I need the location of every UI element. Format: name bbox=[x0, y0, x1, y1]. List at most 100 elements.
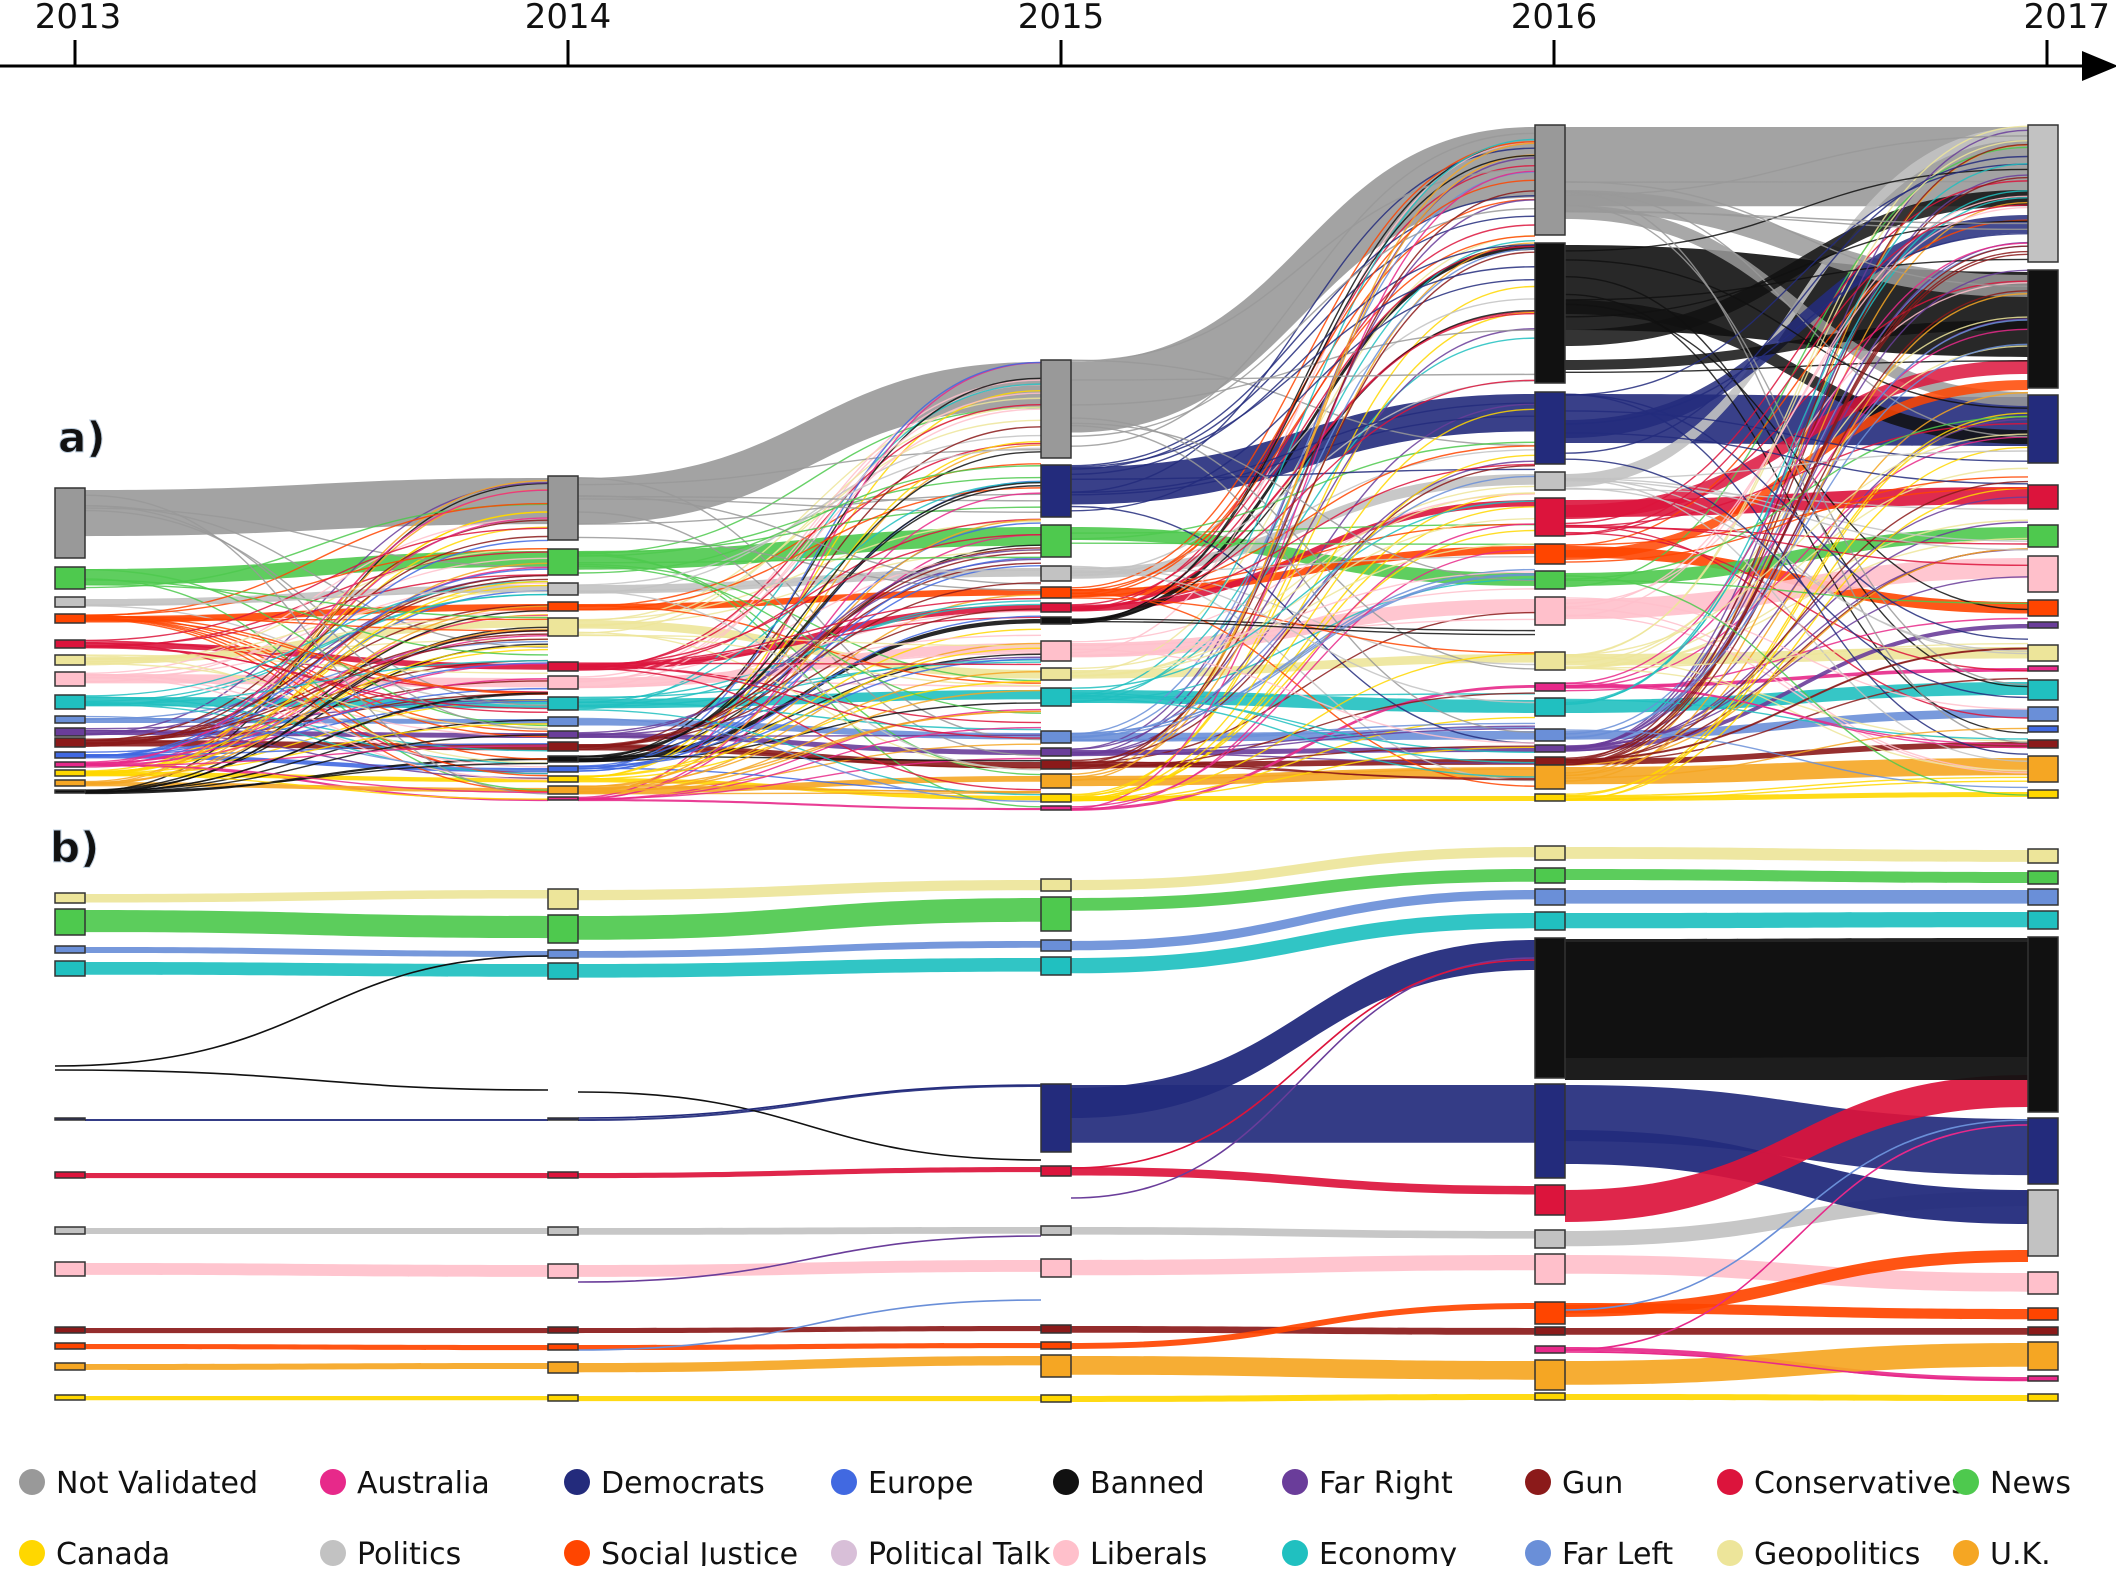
flow-line-conservatives bbox=[1564, 204, 2029, 535]
year-label-2013: 2013 bbox=[35, 0, 122, 37]
flow-line-farright bbox=[1070, 460, 1536, 756]
flow-line-liberals bbox=[1070, 618, 1536, 646]
flow-line-australia bbox=[1564, 1124, 2029, 1351]
flow-conservatives bbox=[1071, 500, 1535, 612]
flow-politics bbox=[85, 1228, 548, 1234]
flow-line-farright bbox=[1070, 728, 1536, 757]
flow-line-geopolitics bbox=[1070, 485, 1536, 670]
node-liberals-2014 bbox=[547, 1263, 579, 1279]
node-news-2016 bbox=[1534, 570, 1566, 590]
flow-line-politics bbox=[1564, 480, 2029, 551]
flow-geopolitics bbox=[578, 880, 1041, 901]
flow-line-politics bbox=[1564, 450, 2029, 480]
node-europe-2013 bbox=[54, 751, 86, 759]
legend-item-economy: Economy bbox=[1282, 1537, 1457, 1570]
node-politics-2017 bbox=[2027, 1189, 2059, 1257]
flow-uk bbox=[1565, 1343, 2028, 1385]
node-economy-2013 bbox=[54, 960, 86, 977]
node-farleft-2015 bbox=[1040, 730, 1072, 744]
panel-a-nodes bbox=[54, 124, 2059, 811]
flow-uk bbox=[1071, 1356, 1535, 1380]
node-geopolitics-2013 bbox=[54, 892, 86, 904]
flow-line-liberals bbox=[1070, 648, 1536, 744]
flow-line-politics bbox=[577, 447, 1042, 586]
flow-banned bbox=[1071, 245, 1535, 625]
node-banned-2015 bbox=[1040, 616, 1072, 625]
flow-line-farleft bbox=[577, 717, 1042, 803]
flow-line-canada bbox=[577, 628, 1042, 777]
flow-farleft bbox=[85, 947, 548, 957]
flow-line-canada bbox=[1070, 408, 1536, 800]
flow-line-canada bbox=[84, 723, 549, 776]
flow-line-democrats bbox=[1564, 458, 2029, 699]
node-gun-2015 bbox=[1040, 1324, 1072, 1334]
node-politics-2016 bbox=[1534, 1229, 1566, 1249]
node-democrats-2017 bbox=[2027, 394, 2059, 464]
flow-line-conservatives bbox=[1070, 245, 1536, 612]
flow-line-uk bbox=[1070, 154, 1536, 775]
flow-line-socialjustice bbox=[1070, 141, 1536, 589]
node-democrats-2015 bbox=[1040, 1083, 1072, 1153]
flow-line-politics bbox=[1564, 478, 2029, 655]
node-geopolitics-2016 bbox=[1534, 845, 1566, 861]
flow-socialjustice bbox=[578, 1343, 1041, 1351]
node-farleft-2017 bbox=[2027, 888, 2059, 906]
flow-democrats bbox=[1565, 1130, 2028, 1224]
flow-line-democrats bbox=[1564, 432, 2029, 485]
legend-label-conservatives: Conservatives bbox=[1754, 1466, 1967, 1501]
flow-line-canada bbox=[84, 774, 549, 800]
flow-banned bbox=[1565, 942, 2028, 1080]
flow-line-socialjustice bbox=[84, 617, 549, 777]
node-economy-2017 bbox=[2027, 679, 2059, 701]
flow-line-notvalidated bbox=[577, 448, 1042, 486]
flow-line-australia bbox=[577, 708, 1042, 801]
legend-label-politicaltalk: Political Talk bbox=[868, 1537, 1051, 1566]
flow-news bbox=[1565, 869, 2028, 884]
node-gun-2016 bbox=[1534, 1326, 1566, 1336]
node-notvalidated-2015 bbox=[1040, 359, 1072, 459]
flow-line-economy bbox=[577, 481, 1042, 704]
node-conservatives-2014 bbox=[547, 661, 579, 672]
node-democrats-2015 bbox=[1040, 464, 1072, 518]
flow-line-democrats bbox=[1070, 415, 1536, 496]
legend-item-notvalidated: Not Validated bbox=[19, 1466, 258, 1501]
node-news-2013 bbox=[54, 566, 86, 590]
node-socialjustice-2016 bbox=[1534, 543, 1566, 565]
flow-line-notvalidated bbox=[1070, 424, 1536, 733]
node-democrats-2016 bbox=[1534, 391, 1566, 465]
flow-democrats bbox=[1071, 394, 1535, 505]
flow-line-canada bbox=[1070, 492, 1536, 801]
flow-geopolitics bbox=[85, 890, 548, 903]
flow-line-liberals bbox=[84, 676, 549, 781]
flow-uk bbox=[1565, 758, 2028, 785]
flow-line-farleft bbox=[1564, 343, 2029, 739]
node-geopolitics-2017 bbox=[2027, 848, 2059, 864]
flow-line-gun bbox=[84, 693, 549, 745]
flow-line-farright bbox=[1070, 957, 1536, 1199]
flow-line-conservatives bbox=[577, 404, 1042, 670]
flow-line-democrats bbox=[1070, 195, 1536, 467]
flow-line-farleft bbox=[1070, 568, 1536, 735]
legend-item-socialjustice: Social Justice bbox=[564, 1537, 798, 1570]
node-europe-2017 bbox=[2027, 725, 2059, 733]
node-liberals-2017 bbox=[2027, 555, 2059, 593]
flow-line-democrats bbox=[1564, 393, 2029, 755]
node-socialjustice-2013 bbox=[54, 613, 86, 624]
node-australia-2015 bbox=[1040, 805, 1072, 811]
flow-economy bbox=[85, 962, 548, 977]
legend-label-canada: Canada bbox=[56, 1537, 170, 1566]
flow-banned bbox=[1565, 320, 2028, 370]
node-farright-2016 bbox=[1534, 744, 1566, 753]
flow-gun bbox=[578, 1326, 1041, 1334]
node-canada-2014 bbox=[547, 1394, 579, 1402]
flow-politics bbox=[578, 1227, 1041, 1235]
flow-line-conservatives bbox=[577, 665, 1042, 739]
node-economy-2014 bbox=[547, 962, 579, 980]
flow-line-economy bbox=[1070, 138, 1536, 696]
flow-gun bbox=[1565, 1328, 2028, 1335]
node-socialjustice-2016 bbox=[1534, 1301, 1566, 1325]
node-politics-2014 bbox=[547, 1226, 579, 1236]
flow-line-farleft bbox=[84, 640, 549, 720]
node-conservatives-2016 bbox=[1534, 1184, 1566, 1216]
flow-line-farright bbox=[1070, 328, 1536, 751]
